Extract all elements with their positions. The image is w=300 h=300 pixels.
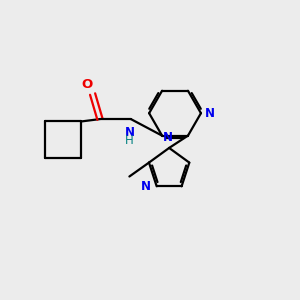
Text: N: N <box>124 126 134 139</box>
Text: N: N <box>141 180 151 193</box>
Text: N: N <box>163 130 173 143</box>
Text: N: N <box>205 107 215 120</box>
Text: O: O <box>82 78 93 91</box>
Text: H: H <box>125 134 134 147</box>
